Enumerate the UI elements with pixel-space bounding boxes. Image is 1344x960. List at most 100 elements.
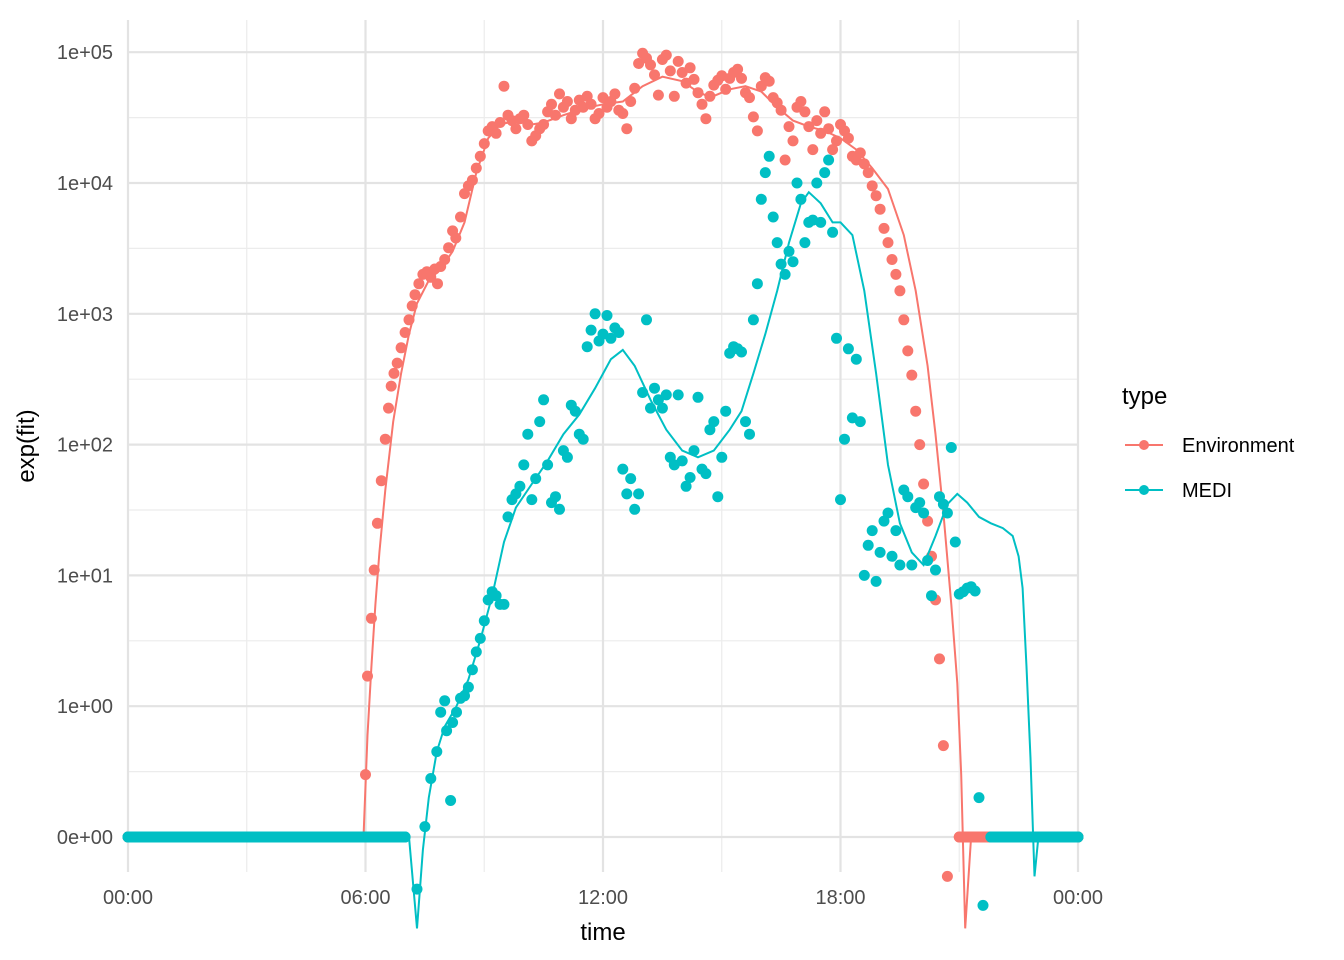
data-point — [470, 162, 482, 174]
data-point — [609, 88, 621, 100]
data-point — [672, 55, 684, 67]
data-point — [379, 433, 391, 445]
data-point — [842, 343, 854, 355]
data-point — [633, 58, 645, 69]
data-point — [645, 59, 656, 71]
data-point — [716, 451, 728, 463]
data-point — [787, 135, 799, 147]
data-point — [445, 795, 457, 806]
data-point — [581, 341, 593, 353]
data-point — [755, 80, 767, 92]
data-point — [767, 211, 779, 223]
data-point — [538, 394, 550, 406]
data-point — [451, 706, 462, 718]
data-point — [406, 300, 418, 312]
data-point — [684, 472, 696, 483]
data-point — [668, 90, 680, 102]
data-point — [918, 478, 930, 490]
data-point — [585, 98, 597, 110]
data-point — [641, 314, 652, 326]
data-point — [854, 416, 866, 428]
data-point — [385, 380, 397, 392]
data-point — [945, 442, 957, 453]
data-point — [411, 883, 423, 895]
data-point — [629, 82, 641, 94]
data-point — [409, 289, 421, 301]
data-point — [914, 497, 926, 509]
data-point — [783, 121, 795, 133]
data-point — [858, 158, 870, 170]
data-point — [823, 154, 835, 166]
data-point — [902, 345, 914, 357]
data-point — [633, 488, 645, 500]
fit-line-medi — [128, 190, 1078, 929]
data-point — [720, 405, 732, 417]
data-point — [474, 632, 486, 644]
data-point — [530, 473, 542, 485]
x-tick-label: 12:00 — [578, 887, 628, 909]
x-tick-label: 06:00 — [340, 887, 390, 909]
data-point — [360, 769, 371, 781]
data-point — [435, 706, 447, 718]
data-point — [783, 245, 795, 257]
data-point — [431, 746, 443, 758]
legend-key-point — [1139, 485, 1149, 495]
data-point — [649, 69, 660, 81]
data-point — [842, 132, 854, 144]
data-point — [732, 63, 744, 75]
data-point — [613, 327, 625, 338]
data-point — [771, 237, 783, 249]
data-point — [478, 615, 490, 627]
data-point — [546, 98, 557, 110]
data-point — [470, 646, 482, 658]
data-point — [934, 653, 945, 665]
data-point — [375, 475, 387, 487]
data-point — [751, 125, 763, 137]
data-point — [664, 65, 676, 77]
data-point — [593, 108, 605, 119]
data-point — [522, 428, 534, 440]
data-point — [906, 369, 918, 381]
data-point — [490, 590, 502, 602]
data-point — [910, 405, 922, 417]
tick-labels: 00:00 06:00 12:00 18:00 00:00 0e+00 1e+00 1e+01… — [57, 42, 1103, 909]
data-point — [680, 480, 692, 492]
data-point — [866, 525, 878, 537]
data-point — [439, 254, 451, 265]
x-tick-label: 18:00 — [815, 887, 865, 909]
data-point — [660, 49, 672, 61]
data-point — [712, 491, 724, 503]
legend-item-medi: MEDI — [1125, 480, 1232, 502]
data-point — [941, 507, 953, 519]
data-point — [514, 480, 526, 492]
data-point — [383, 402, 394, 414]
legend-key-point — [1139, 440, 1149, 450]
data-point — [554, 503, 565, 515]
x-tick-label: 00:00 — [1053, 887, 1103, 909]
data-point — [605, 332, 617, 344]
data-point — [941, 870, 953, 882]
data-point — [747, 111, 759, 123]
legend-item-environment: Environment — [1125, 435, 1295, 457]
data-point — [498, 598, 510, 610]
data-point — [823, 123, 835, 135]
data-point — [747, 314, 759, 326]
data-point — [862, 167, 874, 179]
data-point — [708, 416, 720, 428]
data-point — [391, 357, 403, 369]
data-point — [498, 80, 510, 92]
y-tick-label: 1e+02 — [57, 435, 113, 457]
series-medi — [122, 150, 1084, 929]
data-point — [922, 555, 934, 566]
data-point — [854, 147, 866, 159]
data-point — [554, 88, 565, 100]
data-point — [565, 113, 577, 125]
y-tick-label: 1e+05 — [57, 42, 113, 64]
data-point — [755, 193, 767, 205]
x-axis-title: time — [580, 919, 625, 946]
data-point — [362, 670, 373, 682]
data-point — [510, 123, 522, 135]
data-point — [779, 154, 791, 166]
data-point — [692, 87, 704, 99]
data-point — [692, 391, 704, 403]
